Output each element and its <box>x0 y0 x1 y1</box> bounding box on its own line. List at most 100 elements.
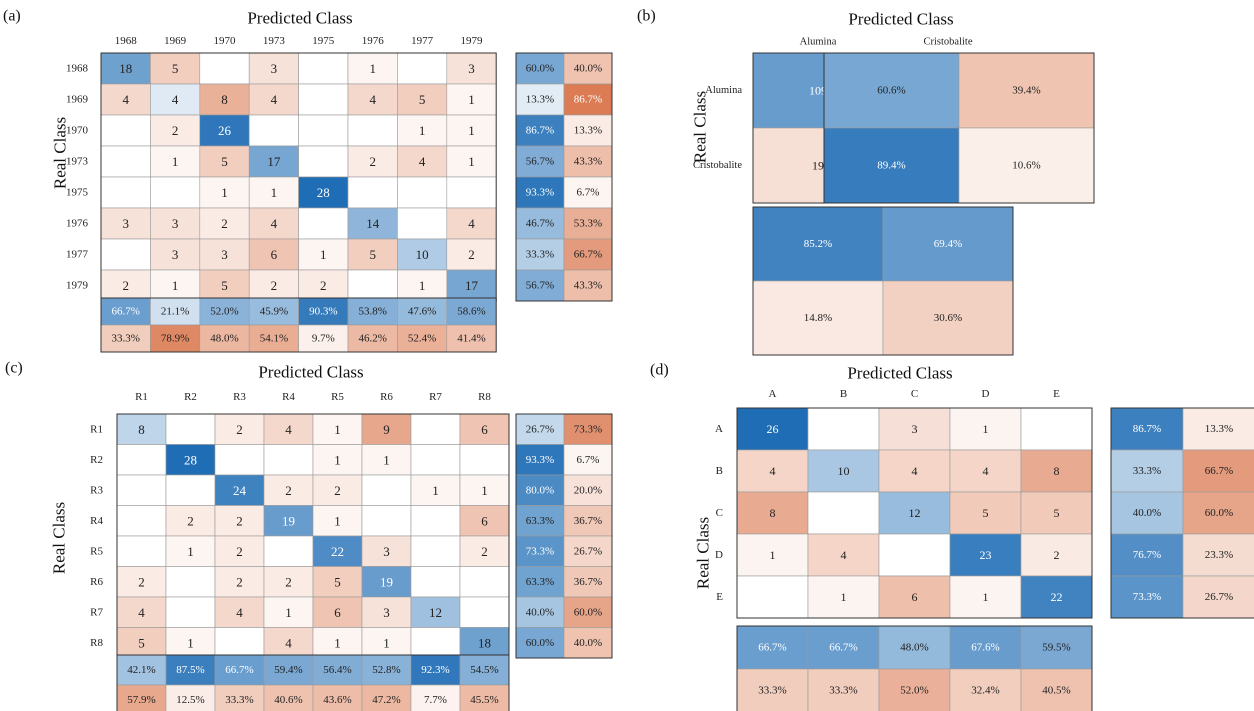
matrix-cell <box>347 269 398 302</box>
row-summary-value: 73.3% <box>1133 591 1161 603</box>
column-summary-value: 66.7% <box>758 642 786 654</box>
row-summary-cell <box>515 207 565 240</box>
matrix-cell <box>100 83 151 116</box>
cell-count: 1 <box>419 123 426 138</box>
cell-count: 14 <box>366 216 380 231</box>
row-summary-value: 33.3% <box>1133 465 1161 477</box>
column-summary-cell <box>248 324 299 353</box>
row-summary-value: 86.7% <box>574 94 602 106</box>
cell-count: 4 <box>770 464 776 478</box>
axis-title-predicted: Predicted Class <box>258 363 363 382</box>
row-summary-value: 63.3% <box>526 515 554 527</box>
cell-count: 1 <box>383 452 390 467</box>
column-summary-cell <box>882 206 1014 282</box>
column-summary-value: 67.6% <box>971 642 999 654</box>
row-summary-value: 76.7% <box>1133 549 1161 561</box>
cell-count: 1 <box>432 483 439 498</box>
row-summary-value: 60.0% <box>526 637 554 649</box>
matrix-cell <box>214 566 265 598</box>
row-label: A <box>715 423 723 435</box>
row-summary-cell <box>563 52 613 85</box>
column-summary-cell <box>312 654 363 686</box>
cell-count: 1 <box>334 635 341 650</box>
column-summary-value: 54.5% <box>470 664 498 676</box>
matrix-cell <box>1020 533 1093 577</box>
cell-count: 1 <box>187 544 194 559</box>
matrix-cell <box>446 207 497 240</box>
cell-count: 5 <box>221 278 228 293</box>
column-summary-value: 85.2% <box>804 238 832 250</box>
matrix-cell <box>397 207 448 240</box>
matrix-cell <box>298 145 349 178</box>
column-summary-cell <box>446 324 497 353</box>
matrix-cell <box>199 207 250 240</box>
cell-count: 4 <box>419 154 426 169</box>
row-summary-value: 66.7% <box>1205 465 1233 477</box>
matrix-cell <box>347 176 398 209</box>
column-summary-cell <box>361 654 412 686</box>
row-summary-value: 86.7% <box>526 125 554 137</box>
matrix-cell <box>312 596 363 628</box>
cell-count: 1 <box>468 92 475 107</box>
cell-count: 1 <box>481 483 488 498</box>
matrix-cell <box>100 114 151 147</box>
row-summary-cell <box>563 627 613 659</box>
column-label: 1970 <box>214 35 237 47</box>
row-summary-value: 56.7% <box>526 280 554 292</box>
column-summary-value: 33.3% <box>829 685 857 697</box>
cell-count: 4 <box>122 92 129 107</box>
matrix-cell <box>807 407 880 451</box>
cell-count: 4 <box>285 422 292 437</box>
row-summary-value: 89.4% <box>877 160 905 172</box>
cell-count: 26 <box>767 422 779 436</box>
cell-count: 19 <box>812 159 824 173</box>
matrix-cell <box>199 238 250 271</box>
column-summary-cell <box>150 324 201 353</box>
cell-count: 18 <box>478 635 491 650</box>
column-summary-value: 9.7% <box>312 333 335 345</box>
matrix-cell <box>397 176 448 209</box>
column-summary-value: 59.5% <box>1042 642 1070 654</box>
column-summary-value: 40.6% <box>274 694 302 706</box>
column-summary-value: 66.7% <box>111 306 139 318</box>
matrix-cell <box>459 566 510 598</box>
matrix-cell <box>165 596 216 628</box>
cell-count: 8 <box>1054 464 1060 478</box>
matrix-cell <box>199 269 250 302</box>
column-label: 1977 <box>411 35 434 47</box>
row-summary-cell <box>1110 491 1184 535</box>
column-summary-value: 45.9% <box>260 306 288 318</box>
cell-count: 2 <box>236 544 243 559</box>
matrix-cell <box>199 114 250 147</box>
cell-count: 5 <box>138 635 145 650</box>
row-summary-value: 40.0% <box>574 637 602 649</box>
column-summary-value: 42.1% <box>127 664 155 676</box>
matrix-cell <box>263 474 314 506</box>
cell-count: 23 <box>980 548 992 562</box>
row-label: 1970 <box>66 125 89 137</box>
row-label: R8 <box>90 637 103 649</box>
row-label: D <box>715 549 723 561</box>
cell-count: 1 <box>320 247 327 262</box>
cell-count: 26 <box>218 123 232 138</box>
row-summary-value: 6.7% <box>577 454 600 466</box>
matrix-cell <box>410 535 461 567</box>
row-summary-cell <box>1182 407 1254 451</box>
matrix-cell <box>312 535 363 567</box>
column-label: R3 <box>233 391 246 403</box>
row-label: R7 <box>90 606 103 618</box>
panel-label: (d) <box>650 362 669 379</box>
matrix-cell <box>248 176 299 209</box>
row-summary-cell <box>515 269 565 302</box>
matrix-cell <box>949 491 1022 535</box>
row-summary-value: 66.7% <box>574 249 602 261</box>
matrix-cell <box>263 627 314 659</box>
column-summary-cell <box>878 625 951 670</box>
cell-count: 4 <box>841 548 847 562</box>
row-label: E <box>716 591 723 603</box>
cell-count: 3 <box>221 247 228 262</box>
column-summary-border <box>116 654 510 711</box>
row-summary-value: 10.6% <box>1012 160 1040 172</box>
axis-title-predicted: Predicted Class <box>247 9 352 28</box>
matrix-cell <box>878 407 951 451</box>
